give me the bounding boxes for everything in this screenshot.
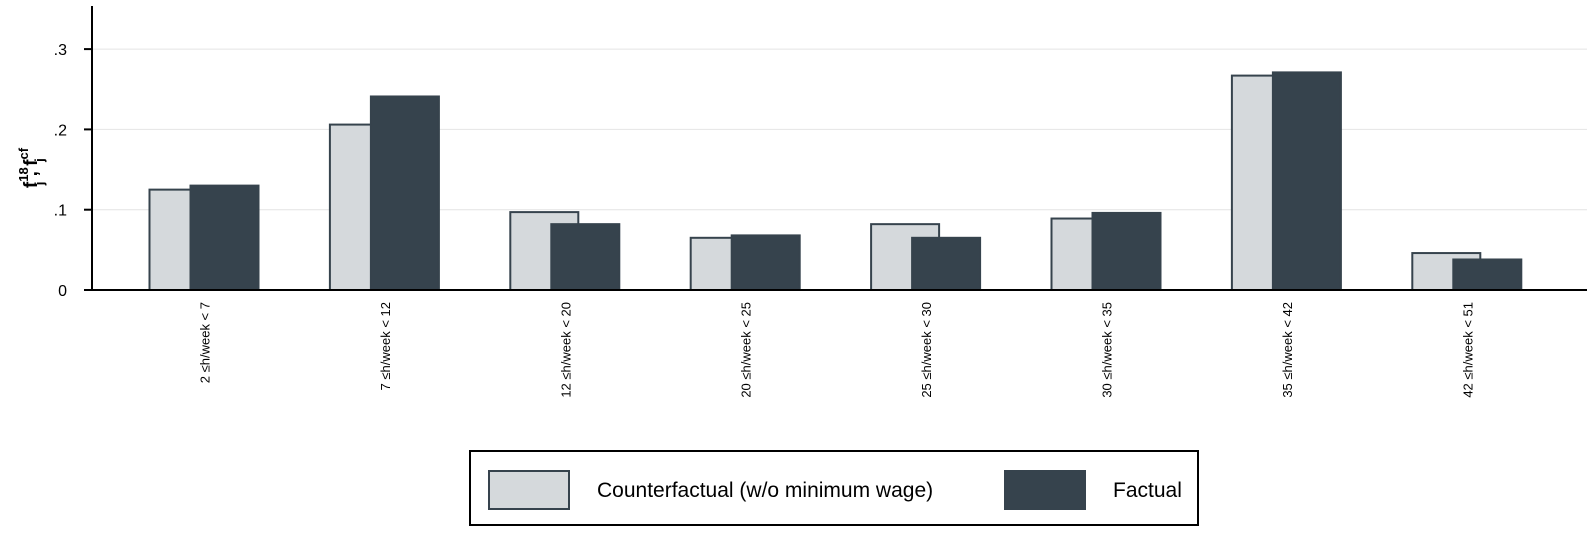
- legend-label-factual: Factual: [1113, 479, 1182, 502]
- y-axis-label: f18j , fcfj: [16, 147, 47, 188]
- bar-factual: [189, 184, 260, 291]
- bar-factual: [1452, 258, 1523, 291]
- x-tick-label: 35 ≤h/week < 42: [1280, 302, 1295, 398]
- bars: [148, 71, 1523, 292]
- y-tick-label: .1: [54, 203, 67, 220]
- x-tick-label: 12 ≤h/week < 20: [558, 302, 573, 398]
- x-tick-label: 2 ≤h/week < 7: [198, 302, 213, 383]
- x-ticks: 2 ≤h/week < 7 7 ≤h/week < 12 12 ≤h/week < …: [198, 302, 1476, 398]
- bar-factual: [1271, 71, 1342, 292]
- legend-key-factual: [1004, 470, 1086, 510]
- y-tick-label: 0: [58, 283, 67, 300]
- x-tick-label: 42 ≤h/week < 51: [1460, 302, 1475, 398]
- gridlines: [93, 48, 1587, 211]
- y-tick-label: .2: [54, 122, 67, 139]
- legend: Counterfactual (w/o minimum wage) Factua…: [469, 450, 1199, 526]
- x-tick-label: 20 ≤h/week < 25: [739, 302, 754, 398]
- x-tick-label: 30 ≤h/week < 35: [1100, 302, 1115, 398]
- x-tick-label: 7 ≤h/week < 12: [378, 302, 393, 390]
- y-ticks: 0 .1 .2 .3: [54, 42, 92, 300]
- bar-factual: [911, 236, 982, 291]
- y-tick-label: .3: [54, 42, 67, 59]
- bar-factual: [369, 95, 440, 291]
- x-tick-label: 25 ≤h/week < 30: [919, 302, 934, 398]
- bar-factual: [1091, 211, 1162, 291]
- bar-factual: [730, 234, 801, 291]
- legend-key-counterfactual: [488, 470, 570, 510]
- legend-label-counterfactual: Counterfactual (w/o minimum wage): [597, 479, 934, 502]
- bar-factual: [550, 223, 621, 292]
